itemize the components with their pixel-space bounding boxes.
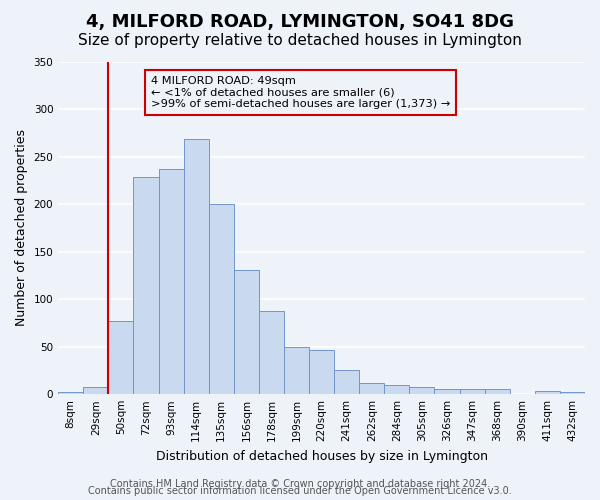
Bar <box>109 321 133 394</box>
Bar <box>485 390 510 394</box>
Bar <box>434 390 460 394</box>
Bar <box>359 383 385 394</box>
Bar <box>309 350 334 394</box>
Bar <box>259 312 284 394</box>
Bar <box>284 346 309 394</box>
Bar <box>385 384 409 394</box>
Bar <box>460 390 485 394</box>
Bar <box>334 370 359 394</box>
Bar <box>184 140 209 394</box>
Text: 4, MILFORD ROAD, LYMINGTON, SO41 8DG: 4, MILFORD ROAD, LYMINGTON, SO41 8DG <box>86 12 514 30</box>
Bar <box>409 386 434 394</box>
Y-axis label: Number of detached properties: Number of detached properties <box>15 130 28 326</box>
Text: Contains HM Land Registry data © Crown copyright and database right 2024.: Contains HM Land Registry data © Crown c… <box>110 479 490 489</box>
Bar <box>133 178 158 394</box>
Text: 4 MILFORD ROAD: 49sqm
← <1% of detached houses are smaller (6)
>99% of semi-deta: 4 MILFORD ROAD: 49sqm ← <1% of detached … <box>151 76 450 109</box>
Bar <box>234 270 259 394</box>
Text: Size of property relative to detached houses in Lymington: Size of property relative to detached ho… <box>78 32 522 48</box>
X-axis label: Distribution of detached houses by size in Lymington: Distribution of detached houses by size … <box>155 450 488 462</box>
Bar <box>560 392 585 394</box>
Bar <box>535 392 560 394</box>
Bar <box>83 386 109 394</box>
Bar <box>209 204 234 394</box>
Text: Contains public sector information licensed under the Open Government Licence v3: Contains public sector information licen… <box>88 486 512 496</box>
Bar <box>158 169 184 394</box>
Bar <box>58 392 83 394</box>
